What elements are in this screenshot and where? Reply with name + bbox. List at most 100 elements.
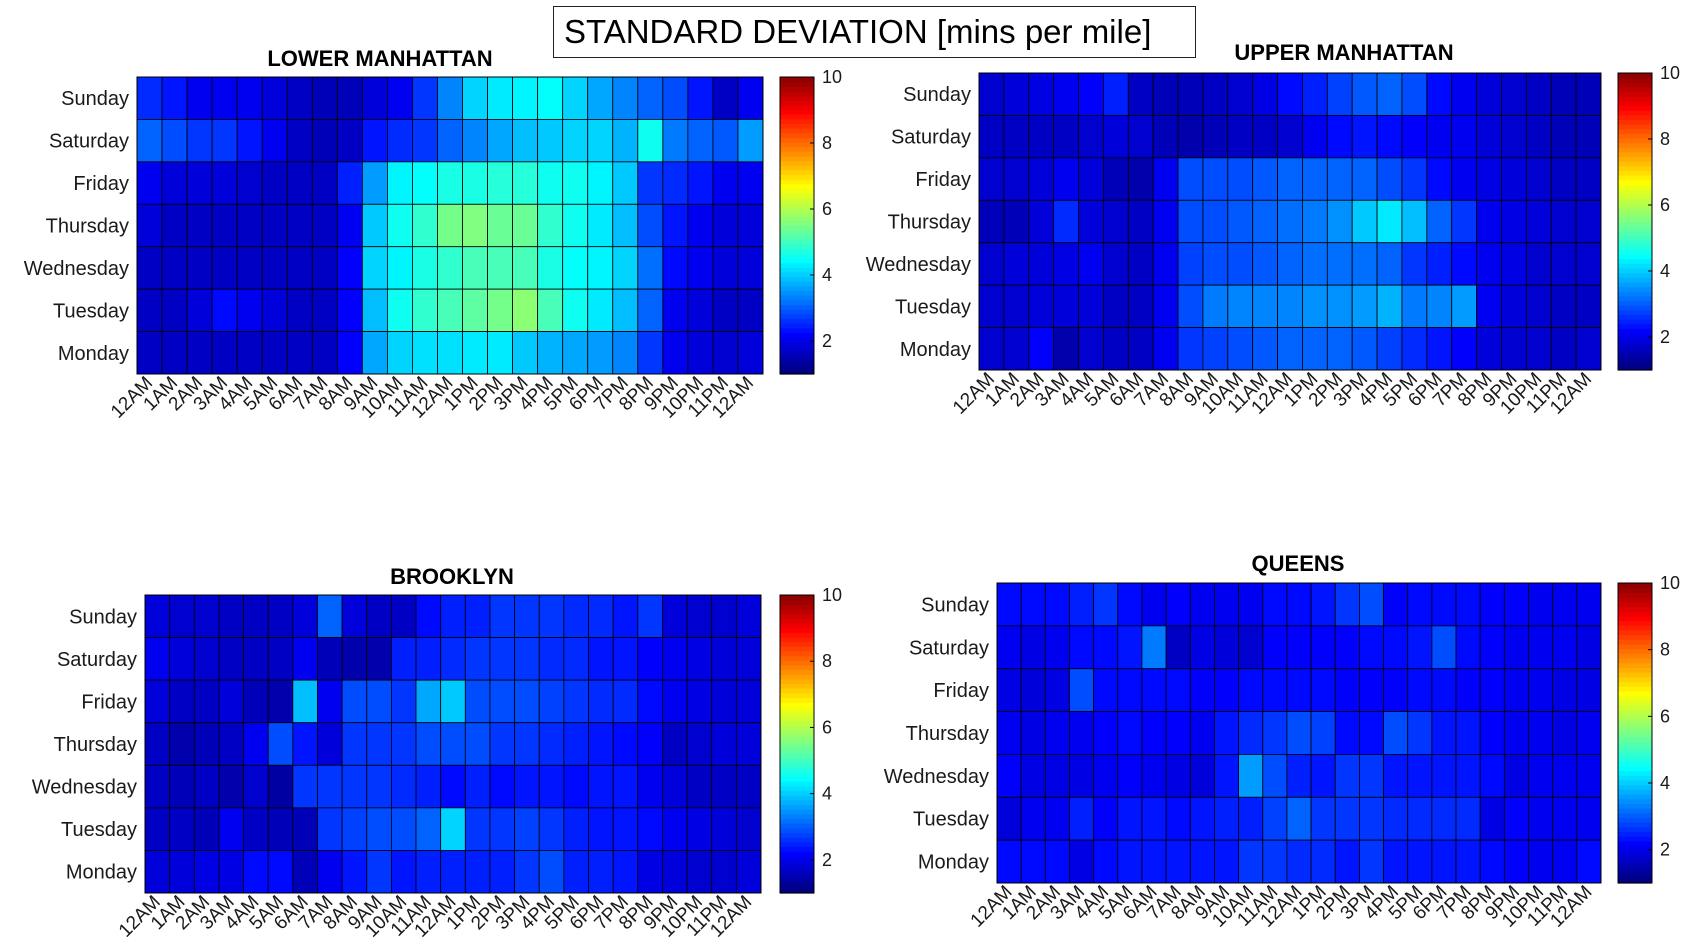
heatmap-cell (487, 246, 513, 290)
colorbar-segment (780, 776, 814, 782)
heatmap-cell (1078, 327, 1104, 371)
heatmap-cell (1053, 199, 1079, 244)
heatmap-cell (1310, 625, 1336, 670)
heatmap-cell (211, 331, 238, 375)
colorbar-segment (780, 888, 814, 894)
colorbar-segment (780, 762, 814, 768)
heatmap-cell (186, 288, 213, 332)
colorbar-segment (780, 95, 814, 101)
heatmap-frame (136, 76, 764, 375)
heatmap-cell (1575, 242, 1602, 286)
heatmap-cell (462, 161, 488, 205)
heatmap-cell (538, 594, 565, 638)
y-tick-label: Monday (66, 862, 137, 884)
colorbar-segment (1618, 747, 1652, 753)
heatmap-title: BROOKLYN (390, 564, 514, 589)
colorbar-segment (1618, 309, 1652, 315)
colorbar-segment (1618, 281, 1652, 288)
colorbar-segment (780, 299, 814, 305)
heatmap-cell (286, 331, 313, 375)
colorbar-segment (1618, 672, 1652, 678)
colorbar-segment (1618, 351, 1652, 357)
colorbar-segment (1618, 216, 1652, 223)
y-tick-label: Monday (900, 339, 971, 361)
heatmap-cell (1451, 72, 1477, 116)
heatmap-cell (1576, 796, 1602, 841)
heatmap-cell (487, 161, 513, 205)
heatmap-cell (415, 850, 442, 894)
heatmap-cell (563, 594, 589, 638)
heatmap-cell (1020, 668, 1046, 712)
heatmap-cell (292, 764, 318, 809)
heatmap-cell (1227, 115, 1254, 159)
heatmap-cell (1576, 582, 1602, 627)
heatmap-cell (136, 288, 163, 332)
colorbar-segment (1618, 761, 1652, 767)
colorbar-segment (780, 137, 814, 143)
colorbar-tick-label: 6 (1660, 195, 1670, 215)
heatmap-cell (662, 76, 689, 120)
heatmap-cell (1053, 242, 1079, 286)
heatmap-cell (1202, 327, 1229, 371)
heatmap-cell (286, 246, 313, 290)
heatmap-cell (563, 637, 589, 681)
heatmap-cell (996, 625, 1022, 670)
heatmap-cell (161, 161, 188, 205)
colorbar-segment (780, 267, 814, 273)
heatmap-cell (415, 764, 442, 809)
heatmap-cell (514, 722, 540, 766)
heatmap-cell (218, 594, 244, 638)
heatmap-cell (1189, 711, 1215, 755)
heatmap-cell (1501, 199, 1527, 244)
heatmap-cell (1455, 668, 1481, 712)
heatmap-cell (1479, 796, 1505, 841)
colorbar-segment (780, 813, 814, 820)
heatmap-cell (136, 246, 163, 290)
colorbar-segment (1618, 765, 1652, 772)
heatmap-cell (1069, 668, 1095, 712)
colorbar-segment (1618, 676, 1652, 683)
heatmap-cell (1351, 115, 1378, 159)
heatmap-cell (136, 119, 163, 163)
heatmap-cell (1127, 242, 1154, 286)
colorbar-segment (1618, 277, 1652, 283)
heatmap-cell (193, 850, 220, 894)
heatmap-cell (1550, 242, 1577, 286)
heatmap-cell (1103, 115, 1129, 159)
heatmap-cell (462, 203, 488, 248)
heatmap-cell (1501, 72, 1527, 116)
colorbar-segment (780, 730, 814, 736)
colorbar-tick-label: 2 (822, 850, 832, 870)
colorbar-segment (1618, 733, 1652, 739)
colorbar-segment (1618, 690, 1652, 697)
heatmap-cell (1117, 839, 1143, 884)
heatmap-cell (1141, 582, 1167, 627)
heatmap-cell (361, 76, 388, 120)
heatmap-cell (1141, 625, 1167, 670)
heatmap-cell (1044, 625, 1070, 670)
colorbar-segment (780, 692, 814, 699)
colorbar-segment (780, 318, 814, 324)
heatmap-cell (978, 327, 1005, 371)
heatmap-cell (687, 203, 714, 248)
heatmap-cell (336, 203, 363, 248)
heatmap-cell (563, 850, 589, 894)
colorbar-segment (780, 350, 814, 357)
heatmap-cell (1451, 115, 1477, 159)
heatmap-cell (562, 246, 589, 290)
colorbar-segment (780, 360, 814, 366)
colorbar-segment (1618, 611, 1652, 617)
heatmap-cell (1383, 796, 1409, 841)
heatmap-cell (1401, 199, 1428, 244)
heatmap-cell (1262, 711, 1288, 755)
heatmap-cell (538, 679, 565, 724)
colorbar-segment (780, 197, 814, 203)
heatmap-cell (1407, 625, 1433, 670)
heatmap-cell (144, 722, 171, 766)
heatmap-cell (1302, 327, 1328, 371)
colorbar-segment (1618, 230, 1652, 237)
heatmap-cell (1177, 115, 1204, 159)
heatmap-cell (538, 637, 565, 681)
heatmap-cell (588, 722, 614, 766)
heatmap-cell (286, 288, 313, 332)
